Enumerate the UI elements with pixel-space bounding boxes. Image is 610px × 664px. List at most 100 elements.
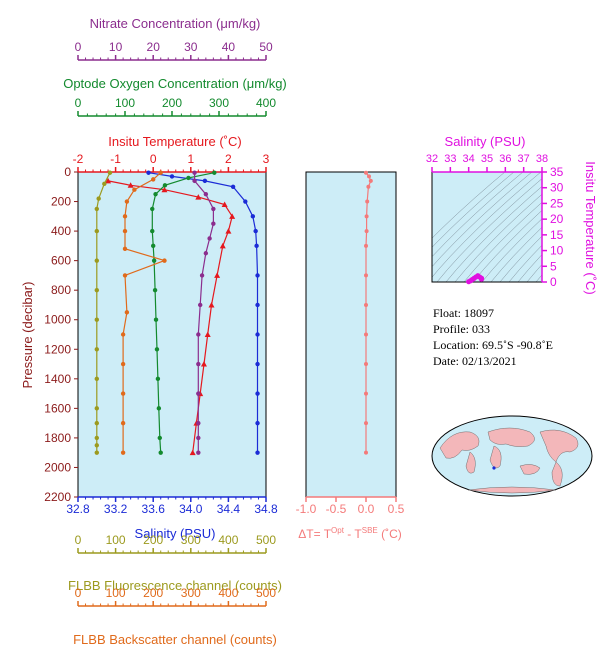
backscatter-data-point — [122, 214, 128, 219]
oxygen-data-point — [150, 228, 155, 234]
ts-temperature-tick-label: 10 — [550, 244, 564, 258]
nitrate-data-point — [196, 361, 201, 367]
salinity-data-point — [250, 214, 256, 219]
pressure-tick-label: 1000 — [44, 313, 71, 327]
salinity-data-point — [255, 420, 260, 426]
pressure-tick-label: 800 — [51, 283, 71, 297]
ts-salinity-axis-label: Salinity (PSU) — [445, 134, 526, 149]
backscatter-data-point — [158, 170, 163, 175]
fluorescence-tick-label: 400 — [218, 533, 238, 547]
delta-t-tick-label: -1.0 — [296, 502, 317, 516]
density-contour — [472, 210, 542, 282]
temperature-data-point — [221, 201, 228, 207]
delta-t-data-point — [364, 243, 368, 248]
oxygen-data-point — [151, 243, 156, 249]
pressure-tick-label: 2000 — [44, 460, 71, 474]
salinity-tick-label: 32.8 — [66, 502, 90, 516]
fluorescence-data-point — [94, 206, 100, 212]
salinity-data-point — [255, 450, 260, 455]
temperature-tick-label: -1 — [110, 152, 121, 166]
ts-temperature-tick-label: 15 — [550, 228, 564, 242]
oxygen-data-point — [153, 191, 158, 197]
temperature-data-point — [229, 213, 236, 219]
delta-t-data-point — [364, 214, 369, 219]
temperature-data-point — [189, 449, 196, 456]
oxygen-data-point — [152, 287, 158, 293]
salinity-data-point — [253, 228, 258, 234]
delta-t-data-point — [364, 450, 368, 455]
nitrate-tick-label: 50 — [259, 40, 273, 54]
nitrate-data-point — [203, 251, 209, 256]
density-contour — [463, 201, 542, 282]
ts-salinity-tick-label: 32 — [426, 153, 438, 165]
fluorescence-data-point — [94, 435, 100, 441]
temperature-data-point — [225, 228, 232, 234]
temperature-data-point — [161, 186, 168, 193]
density-contour — [526, 264, 542, 282]
oxygen-axis-label: Optode Oxygen Concentration (μm/kg) — [63, 76, 287, 91]
nitrate-data-point — [199, 273, 205, 278]
ts-temperature-tick-label: 25 — [550, 196, 564, 210]
nitrate-data-point — [211, 221, 216, 226]
backscatter-tick-label: 400 — [218, 586, 238, 600]
nitrate-data-point — [196, 391, 201, 396]
temperature-tick-label: 2 — [225, 152, 232, 166]
nitrate-data-point — [196, 332, 201, 337]
ts-salinity-tick-label: 35 — [481, 153, 493, 165]
salinity-tick-label: 33.2 — [104, 502, 128, 516]
salinity-data-point — [255, 273, 260, 278]
backscatter-data-point — [151, 177, 156, 182]
salinity-tick-label: 34.8 — [254, 502, 278, 516]
ts-temperature-tick-label: 35 — [550, 165, 564, 179]
delta-t-panel-background — [305, 171, 397, 498]
temperature-tick-label: 1 — [187, 152, 194, 166]
salinity-data-point — [255, 391, 260, 396]
fluorescence-data-point — [94, 317, 100, 322]
density-contour — [517, 254, 542, 282]
salinity-data-point — [230, 184, 236, 189]
backscatter-data-point — [122, 273, 128, 278]
delta-t-data-point — [364, 391, 368, 396]
delta-t-data-point — [364, 302, 368, 307]
oxygen-data-point — [155, 376, 161, 382]
ts-temperature-tick-label: 0 — [550, 275, 557, 289]
nitrate-data-point — [196, 420, 201, 426]
ts-temperature-axis-label: Insitu Temperature (˚C) — [583, 161, 598, 294]
backscatter-data-point — [122, 246, 128, 252]
backscatter-tick-label: 300 — [181, 586, 201, 600]
fluorescence-data-point — [94, 347, 100, 352]
backscatter-data-point — [120, 361, 126, 367]
backscatter-data-point — [122, 228, 128, 234]
ts-salinity-tick-label: 38 — [536, 153, 548, 165]
fluorescence-axis-label: FLBB Fluorescence channel (counts) — [68, 578, 282, 593]
oxygen-data-point — [162, 183, 168, 188]
fluorescence-tick-label: 0 — [75, 533, 82, 547]
fluorescence-data-point — [94, 406, 100, 411]
oxygen-tick-label: 100 — [115, 96, 135, 110]
fluorescence-data-point — [107, 170, 113, 175]
temperature-data-point — [105, 177, 112, 184]
backscatter-axis-label: FLBB Backscatter channel (counts) — [73, 632, 277, 647]
temperature-data-point — [195, 194, 202, 200]
fluorescence-data-point — [94, 287, 100, 293]
backscatter-data-point — [124, 310, 130, 315]
delta-t-data-point — [364, 273, 368, 278]
delta-t-data-point — [364, 362, 368, 367]
nitrate-data-point — [192, 170, 197, 175]
backscatter-data-point — [120, 332, 126, 337]
delta-t-tick-label: -0.5 — [326, 502, 347, 516]
fluorescence-data-point — [96, 196, 101, 201]
info-location: Location: 69.5˚S -90.8˚E — [433, 338, 553, 352]
backscatter-tick-label: 100 — [106, 586, 126, 600]
nitrate-data-point — [192, 178, 197, 184]
delta-t-data-point — [364, 421, 368, 426]
salinity-data-point — [202, 178, 208, 184]
oxygen-data-point — [158, 450, 163, 455]
density-contour — [432, 172, 506, 239]
oxygen-data-point — [154, 347, 160, 352]
temperature-tick-label: 3 — [263, 152, 270, 166]
temperature-data-point — [219, 242, 226, 249]
ts-temperature-tick-label: 30 — [550, 181, 564, 195]
temperature-tick-label: -2 — [73, 152, 84, 166]
oxygen-tick-label: 200 — [162, 96, 182, 110]
